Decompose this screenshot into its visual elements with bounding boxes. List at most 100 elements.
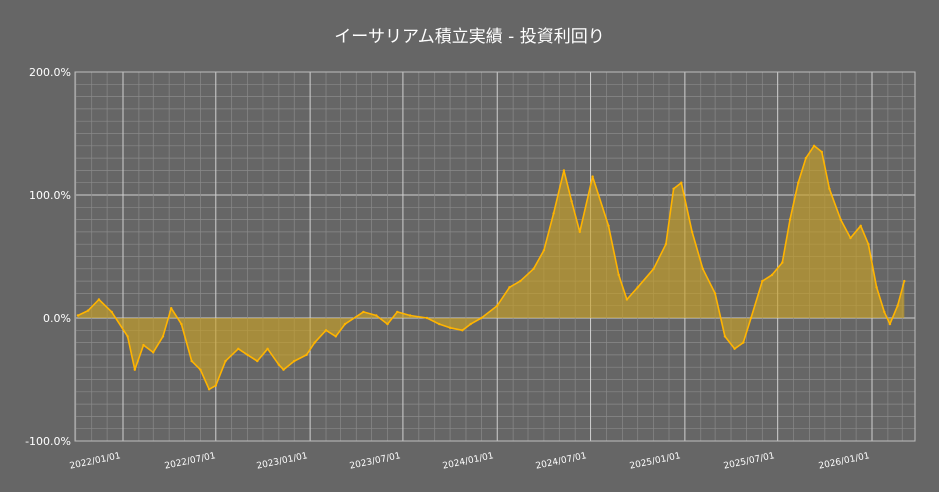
data-point (625, 298, 629, 301)
data-point (859, 224, 862, 227)
data-point (742, 341, 745, 344)
data-point (903, 279, 906, 283)
data-point (76, 314, 80, 317)
x-tick-label: 2025/07/01 (723, 451, 776, 472)
data-point (761, 279, 764, 283)
data-point (190, 359, 193, 363)
data-point (461, 329, 464, 332)
data-point (664, 243, 668, 246)
x-tick-label: 2025/01/01 (629, 451, 682, 472)
data-point (469, 322, 472, 326)
data-point (438, 322, 441, 326)
data-point (713, 292, 717, 295)
data-point (480, 316, 483, 320)
data-point (313, 341, 316, 344)
data-point (152, 351, 155, 354)
data-point (749, 316, 753, 320)
data-point (781, 261, 784, 264)
x-tick-label: 2024/07/01 (535, 451, 588, 472)
data-point (591, 175, 594, 178)
data-point (812, 144, 816, 147)
data-point (375, 314, 378, 317)
data-point (797, 181, 800, 184)
data-point (770, 273, 774, 277)
data-point (142, 343, 145, 347)
data-point (448, 326, 452, 329)
data-point (133, 368, 136, 371)
data-point (396, 310, 399, 314)
x-tick-label: 2026/01/01 (818, 451, 871, 472)
data-point (224, 359, 227, 363)
data-point (723, 335, 727, 338)
y-tick-label: -100.0% (25, 435, 71, 448)
data-point (343, 322, 347, 326)
data-point (408, 314, 412, 317)
data-point (214, 384, 217, 387)
x-tick-label: 2022/07/01 (164, 451, 217, 472)
data-point (617, 273, 620, 277)
data-point (334, 335, 337, 338)
data-point (282, 368, 285, 371)
data-point (820, 150, 823, 154)
data-point (636, 286, 639, 289)
data-point (867, 243, 870, 246)
data-point (386, 322, 389, 326)
data-point (508, 286, 511, 289)
data-point (570, 200, 573, 203)
data-point (207, 388, 211, 391)
series-line (77, 145, 906, 391)
data-point (519, 279, 522, 283)
data-point (199, 368, 202, 371)
x-tick-label: 2024/01/01 (442, 451, 495, 472)
data-point (237, 347, 240, 350)
data-point (788, 218, 792, 221)
series-area (77, 145, 905, 390)
data-point (293, 359, 296, 363)
data-point (578, 230, 581, 234)
data-point (849, 236, 852, 240)
data-point (277, 363, 280, 366)
data-point (896, 304, 899, 307)
data-point (97, 298, 101, 301)
data-point (170, 307, 173, 310)
data-point (552, 212, 555, 215)
data-point (496, 304, 499, 307)
data-point (652, 267, 655, 270)
data-point (110, 310, 113, 314)
data-point (690, 230, 694, 234)
data-point (266, 347, 269, 350)
y-tick-label: 100.0% (29, 189, 71, 202)
data-point (607, 224, 610, 227)
data-point (180, 322, 183, 326)
data-point (86, 309, 90, 312)
chart-title: イーサリアム積立実績 - 投資利回り (334, 27, 605, 47)
x-tick-label: 2022/01/01 (69, 451, 122, 472)
data-point (828, 187, 831, 190)
data-point (883, 310, 886, 314)
data-point (246, 353, 249, 357)
data-point (256, 359, 259, 363)
x-tick-label: 2023/01/01 (256, 451, 309, 472)
data-point (839, 218, 842, 221)
data-point (672, 187, 675, 190)
data-point (126, 335, 129, 338)
data-point (532, 267, 535, 270)
y-tick-label: 0.0% (43, 312, 71, 325)
data-point (362, 310, 365, 314)
data-point (425, 316, 429, 320)
data-point (562, 169, 566, 172)
data-point (542, 249, 546, 252)
data-point (324, 329, 328, 332)
data-point (888, 322, 892, 326)
data-point (161, 335, 165, 338)
data-point (875, 286, 878, 289)
data-point (804, 156, 808, 160)
y-tick-label: 200.0% (29, 66, 71, 79)
data-point (701, 267, 704, 270)
plot-frame (74, 71, 916, 442)
data-point (305, 353, 308, 357)
data-point (733, 347, 736, 350)
data-point (680, 181, 683, 184)
